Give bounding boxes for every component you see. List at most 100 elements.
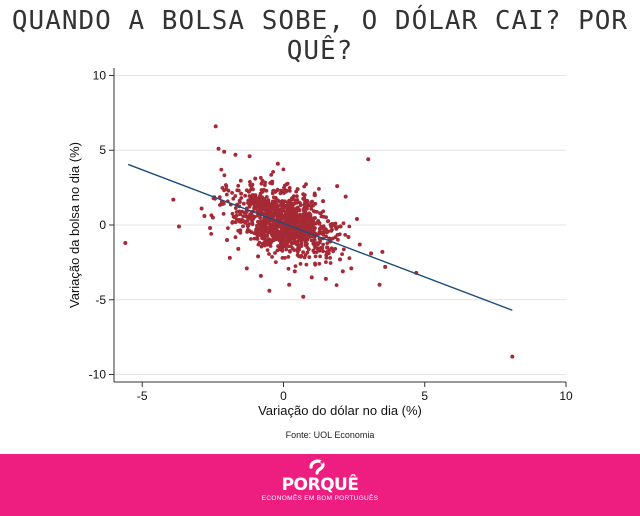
- scatter-point: [239, 220, 244, 224]
- scatter-point: [264, 209, 268, 214]
- scatter-point: [298, 262, 303, 266]
- scatter-point: [202, 214, 207, 219]
- scatter-point: [311, 209, 316, 214]
- scatter-point: [317, 261, 322, 266]
- scatter-point: [300, 212, 305, 217]
- scatter-point: [267, 288, 272, 293]
- scatter-point: [259, 181, 264, 186]
- scatter-chart: 10 5 0 -5 -10 -5 0 5 10 Variação do dólar no dia…: [67, 68, 573, 418]
- scatter-point: [252, 231, 257, 236]
- scatter-point: [338, 257, 342, 262]
- scatter-point: [324, 234, 328, 239]
- scatter-point: [343, 194, 348, 199]
- scatter-point: [341, 247, 346, 252]
- scatter-point: [293, 264, 298, 268]
- scatter-point: [263, 180, 267, 185]
- scatter-point: [263, 183, 267, 188]
- scatter-point: [309, 207, 314, 211]
- scatter-point: [326, 219, 331, 223]
- scatter-point: [257, 232, 262, 237]
- scatter-point: [281, 223, 285, 228]
- scatter-point: [320, 245, 325, 250]
- scatter-point: [270, 227, 275, 232]
- scatter-point: [256, 203, 260, 207]
- scatter-point: [213, 124, 218, 129]
- scatter-point: [233, 194, 238, 198]
- scatter-point: [328, 256, 332, 260]
- scatter-point: [305, 198, 310, 203]
- scatter-point: [341, 221, 346, 226]
- scatter-point: [309, 238, 314, 243]
- scatter-point: [316, 247, 321, 251]
- scatter-point: [275, 211, 280, 216]
- logo-wordmark: PORQUÊ: [281, 475, 359, 495]
- scatter-point: [322, 227, 326, 232]
- scatter-point: [286, 255, 291, 259]
- x-axis-label: Variação do dólar no dia (%): [258, 403, 422, 418]
- scatter-point: [283, 210, 288, 215]
- scatter-point: [293, 235, 298, 240]
- scatter-point: [216, 146, 221, 151]
- scatter-point: [284, 247, 289, 252]
- scatter-point: [270, 191, 275, 196]
- y-tick-label: -10: [89, 368, 107, 382]
- scatter-point: [287, 282, 292, 287]
- scatter-point: [221, 212, 226, 216]
- scatter-point: [267, 227, 271, 231]
- scatter-point: [313, 245, 318, 250]
- scatter-point: [333, 247, 338, 251]
- scatter-point: [259, 226, 263, 230]
- scatter-point: [295, 194, 299, 199]
- scatter-point: [282, 190, 287, 194]
- tick-labels: 10 5 0 -5 -10 -5 0 5 10: [89, 68, 573, 403]
- scatter-point: [313, 201, 318, 206]
- scatter-point: [257, 240, 262, 245]
- scatter-point: [279, 241, 283, 246]
- scatter-point: [257, 199, 261, 204]
- scatter-point: [343, 233, 348, 237]
- scatter-point: [304, 262, 309, 267]
- scatter-point: [347, 256, 352, 260]
- scatter-point: [258, 273, 263, 278]
- scatter-point: [260, 210, 264, 215]
- scatter-point: [238, 200, 242, 205]
- scatter-point: [282, 215, 287, 220]
- scatter-point: [280, 203, 285, 208]
- scatter-point: [259, 244, 264, 249]
- question-mark-logo-icon: [309, 459, 325, 475]
- scatter-point: [268, 244, 273, 248]
- y-tick-label: -5: [95, 293, 106, 307]
- scatter-point: [318, 229, 322, 234]
- scatter-point: [275, 161, 280, 166]
- scatter-point: [250, 198, 254, 202]
- scatter-point: [265, 199, 269, 204]
- scatter-point: [321, 230, 326, 235]
- scatter-point: [319, 214, 324, 219]
- scatter-point: [347, 224, 352, 229]
- scatter-point: [354, 217, 359, 222]
- scatter-point: [287, 239, 292, 244]
- x-tick-label: 0: [280, 389, 287, 403]
- scatter-point: [247, 189, 251, 194]
- y-tick-label: 0: [99, 218, 106, 232]
- scatter-point: [357, 242, 362, 247]
- scatter-point: [313, 254, 318, 259]
- scatter-point: [309, 225, 314, 230]
- scatter-point: [316, 219, 321, 223]
- scatter-point: [274, 224, 278, 229]
- scatter-point: [256, 254, 261, 259]
- scatter-point: [219, 167, 224, 172]
- scatter-point: [250, 187, 255, 192]
- x-tick-label: -5: [137, 389, 148, 403]
- scatter-point: [278, 191, 283, 196]
- footer-banner: PORQUÊ ECONOMÊS EM BOM PORTUGUÊS: [0, 454, 640, 516]
- scatter-point: [234, 210, 239, 214]
- y-axis-label: Variação da bolsa no dia (%): [67, 142, 82, 308]
- scatter-point: [253, 176, 258, 181]
- scatter-point: [249, 201, 254, 206]
- scatter-point: [325, 230, 329, 234]
- y-tick-label: 10: [93, 68, 107, 82]
- scatter-point: [301, 250, 305, 255]
- scatter-point: [270, 239, 274, 243]
- scatter-point: [297, 247, 302, 252]
